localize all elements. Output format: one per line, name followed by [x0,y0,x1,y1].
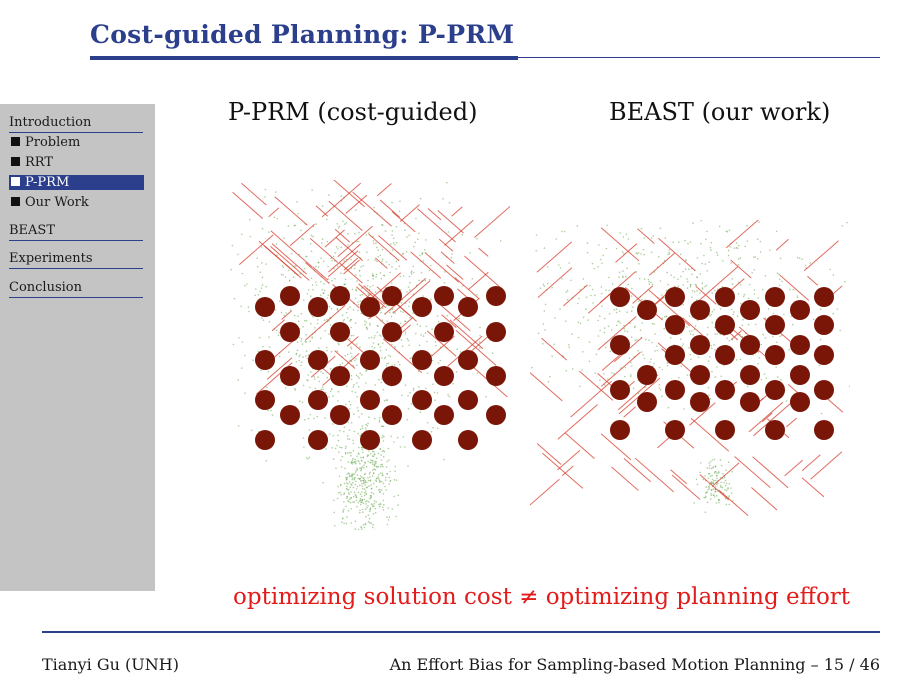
right-panel-title: BEAST (our work) [609,98,831,126]
left-panel-title: P-PRM (cost-guided) [228,98,478,126]
nav-section-introduction[interactable]: Introduction [9,116,143,133]
footer-rule [42,631,880,633]
slide-title: Cost-guided Planning: P-PRM [90,20,515,49]
footer-author: Tianyi Gu (UNH) [42,655,179,674]
nav-subitem-pprm[interactable]: P-PRM [9,175,144,190]
footer-talk-title: An Effort Bias for Sampling-based Motion… [389,655,880,674]
title-rule [518,57,880,58]
pprm-tree-figure [230,180,510,530]
nav-subitem-our-work[interactable]: Our Work [9,195,144,210]
nav-subitem-rrt[interactable]: RRT [9,155,144,170]
bullet-square-icon [11,177,20,186]
title-underline [90,56,518,60]
beast-tree-figure [530,220,850,516]
nav-subitem-problem[interactable]: Problem [9,135,144,150]
nav-section-beast[interactable]: BEAST [9,224,143,241]
bullet-square-icon [11,197,20,206]
bullet-square-icon [11,157,20,166]
bullet-square-icon [11,137,20,146]
nav-section-conclusion[interactable]: Conclusion [9,281,143,298]
caption: optimizing solution cost ≠ optimizing pl… [233,584,851,610]
nav-section-experiments[interactable]: Experiments [9,252,143,269]
